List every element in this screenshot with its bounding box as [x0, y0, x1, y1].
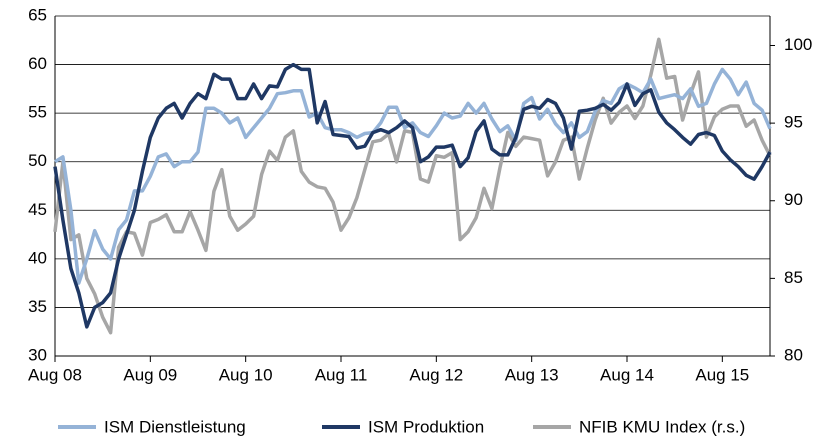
- x-tick-label: Aug 15: [695, 365, 749, 384]
- y-tick-label: 60: [28, 54, 47, 73]
- legend-label: NFIB KMU Index (r.s.): [579, 417, 745, 436]
- y-tick-label: 50: [28, 151, 47, 170]
- y2-tick-label: 100: [784, 35, 812, 54]
- x-tick-label: Aug 13: [505, 365, 559, 384]
- y-tick-label: 45: [28, 200, 47, 219]
- y2-tick-label: 85: [784, 268, 803, 287]
- y-tick-label: 55: [28, 103, 47, 122]
- y-tick-label: 30: [28, 345, 47, 364]
- y-tick-label: 65: [28, 5, 47, 24]
- y2-tick-label: 95: [784, 113, 803, 132]
- x-tick-label: Aug 11: [315, 365, 368, 384]
- y2-tick-label: 80: [784, 345, 803, 364]
- legend-label: ISM Produktion: [368, 417, 484, 436]
- x-tick-label: Aug 12: [409, 365, 463, 384]
- y-tick-label: 35: [28, 297, 47, 316]
- legend-label: ISM Dienstleistung: [104, 417, 246, 436]
- x-tick-label: Aug 10: [219, 365, 273, 384]
- x-tick-label: Aug 14: [600, 365, 654, 384]
- x-tick-label: Aug 09: [123, 365, 177, 384]
- y-tick-label: 40: [28, 248, 47, 267]
- series-line: [54, 67, 772, 285]
- y2-tick-label: 90: [784, 190, 803, 209]
- series-line: [53, 37, 772, 335]
- x-tick-label: Aug 08: [28, 365, 82, 384]
- series-line: [53, 62, 772, 329]
